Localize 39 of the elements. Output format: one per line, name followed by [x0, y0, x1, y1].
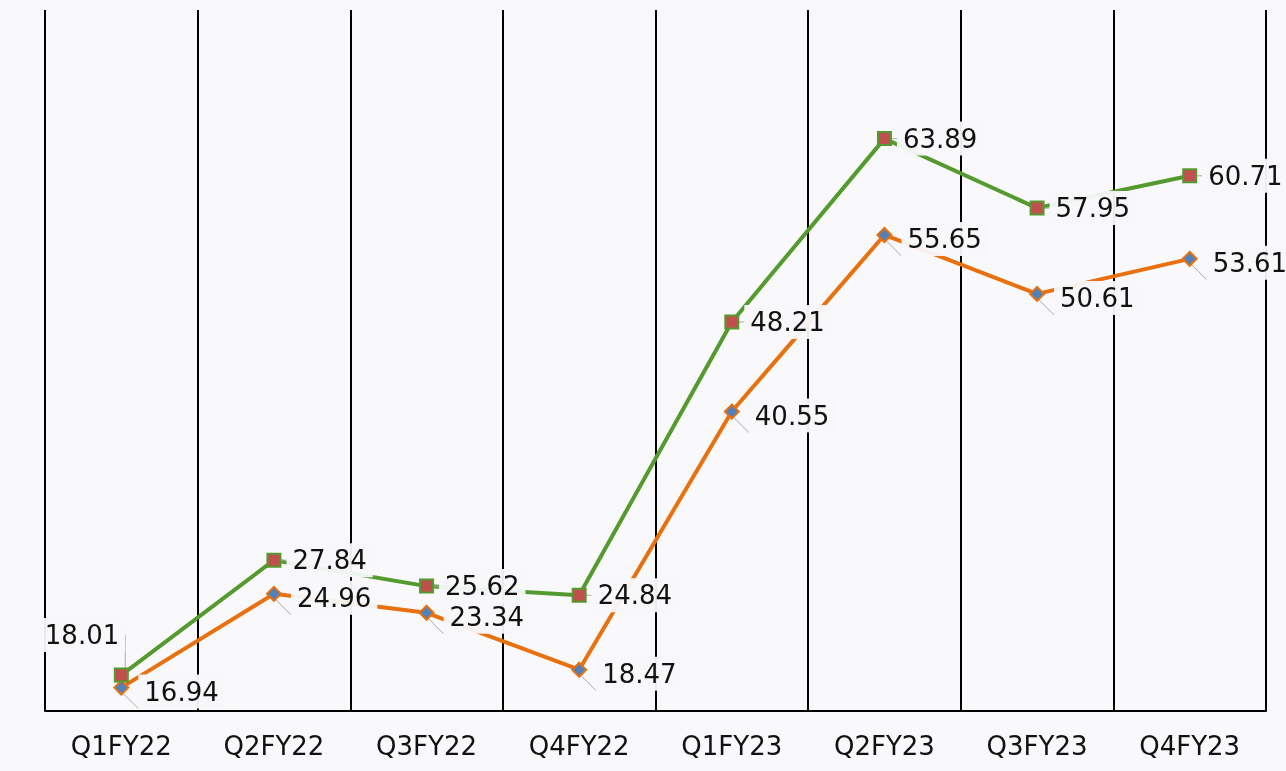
- data-label: 18.47: [602, 658, 677, 689]
- point: [876, 226, 893, 243]
- data-label: 23.34: [449, 601, 524, 632]
- point: [876, 131, 892, 147]
- point: [571, 661, 588, 678]
- data-label: 55.65: [907, 223, 982, 254]
- data-label: 27.84: [292, 545, 367, 576]
- data-label: 16.94: [144, 676, 219, 707]
- point: [1029, 285, 1046, 302]
- point: [266, 552, 282, 568]
- data-label: 40.55: [754, 400, 830, 431]
- point: [724, 314, 740, 330]
- data-label: 25.62: [445, 571, 520, 602]
- point: [1181, 250, 1198, 267]
- x-tick-label: Q1FY22: [70, 731, 172, 761]
- point: [571, 587, 587, 603]
- data-label: 63.89: [902, 123, 978, 154]
- point: [113, 667, 129, 683]
- x-tick-label: Q3FY23: [986, 731, 1088, 761]
- point: [265, 585, 282, 602]
- x-tick-label: Q4FY23: [1139, 731, 1241, 761]
- point: [1029, 200, 1045, 216]
- x-tick-label: Q3FY22: [376, 731, 478, 761]
- x-tick-label: Q4FY22: [528, 731, 630, 761]
- data-label: 24.96: [296, 582, 372, 613]
- point: [723, 403, 740, 420]
- x-tick-label: Q2FY22: [223, 731, 325, 761]
- point: [1182, 168, 1198, 184]
- data-label: 53.61: [1212, 247, 1286, 278]
- data-label: 18.01: [44, 620, 120, 651]
- x-tick-label: Q1FY23: [681, 731, 783, 761]
- data-label: 24.84: [597, 580, 673, 611]
- point: [419, 578, 435, 594]
- x-tick-label: Q2FY23: [833, 731, 935, 761]
- data-label: 57.95: [1055, 193, 1130, 224]
- data-label: 48.21: [750, 306, 825, 337]
- data-label: 50.61: [1060, 282, 1135, 313]
- point: [418, 604, 435, 621]
- data-label: 60.71: [1208, 160, 1283, 191]
